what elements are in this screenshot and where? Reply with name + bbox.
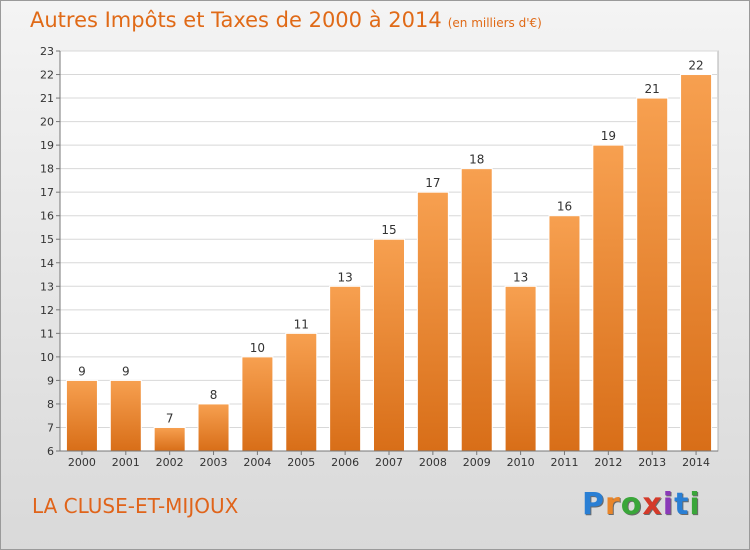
bar: [285, 332, 318, 452]
data-label: 13: [337, 270, 352, 284]
data-label: 17: [425, 176, 440, 190]
x-tick-label: 2006: [331, 456, 359, 469]
bar: [416, 191, 449, 452]
brand-letter: i: [662, 487, 675, 522]
data-label: 11: [294, 317, 309, 331]
y-tick-label: 16: [40, 210, 54, 223]
bar: [592, 144, 625, 452]
bar: [153, 426, 186, 452]
bar: [329, 285, 362, 452]
y-tick-label: 15: [40, 233, 54, 246]
x-tick-label: 2011: [550, 456, 578, 469]
brand-letter: r: [605, 487, 621, 522]
y-tick-label: 9: [47, 374, 54, 387]
data-label: 10: [250, 341, 265, 355]
x-tick-label: 2001: [112, 456, 140, 469]
x-tick-label: 2012: [594, 456, 622, 469]
x-tick-label: 2013: [638, 456, 666, 469]
brand-letter: o: [620, 487, 643, 522]
bar: [636, 97, 669, 452]
chart-subtitle: (en milliers d'€): [447, 16, 542, 30]
bar: [460, 168, 493, 452]
y-tick-label: 22: [40, 69, 54, 82]
y-tick-label: 10: [40, 351, 54, 364]
x-tick-label: 2007: [375, 456, 403, 469]
y-tick-label: 13: [40, 280, 54, 293]
chart-title: Autres Impôts et Taxes de 2000 à 2014: [30, 8, 442, 32]
y-tick-label: 7: [47, 421, 54, 434]
x-tick-label: 2003: [200, 456, 228, 469]
x-tick-label: 2014: [682, 456, 710, 469]
bar: [241, 356, 274, 452]
y-tick-label: 20: [40, 116, 54, 129]
data-label: 19: [601, 129, 616, 143]
y-tick-label: 18: [40, 163, 54, 176]
data-label: 21: [645, 82, 660, 96]
x-tick-label: 2000: [68, 456, 96, 469]
data-label: 8: [210, 388, 218, 402]
data-label: 18: [469, 153, 484, 167]
data-label: 15: [381, 223, 396, 237]
bar: [197, 403, 230, 452]
y-tick-label: 8: [47, 398, 54, 411]
y-tick-label: 23: [40, 45, 54, 58]
y-tick-label: 14: [40, 257, 54, 270]
brand-letter: i: [689, 487, 701, 522]
x-tick-label: 2004: [243, 456, 271, 469]
place-name: LA CLUSE-ET-MIJOUX: [32, 494, 239, 518]
chart-header: Autres Impôts et Taxes de 2000 à 2014 (en…: [30, 8, 542, 32]
data-label: 16: [557, 200, 572, 214]
y-tick-label: 12: [40, 304, 54, 317]
x-tick-label: 2010: [507, 456, 535, 469]
bar: [373, 238, 405, 452]
data-label: 7: [166, 411, 174, 425]
brand-logo: Proxiti: [582, 487, 701, 522]
y-tick-label: 11: [40, 327, 54, 340]
y-tick-label: 21: [40, 92, 54, 105]
y-tick-label: 17: [40, 186, 54, 199]
bar: [65, 379, 98, 452]
bar: [548, 215, 581, 452]
data-label: 9: [78, 364, 86, 378]
x-tick-label: 2005: [287, 456, 315, 469]
data-label: 9: [122, 364, 130, 378]
y-tick-label: 19: [40, 139, 54, 152]
bar: [109, 379, 142, 452]
brand-letter: P: [582, 487, 605, 522]
brand-letter: x: [642, 487, 663, 522]
bar: [680, 74, 713, 452]
data-label: 13: [513, 270, 528, 284]
brand-letter: t: [674, 487, 690, 522]
bar: [504, 285, 537, 452]
x-tick-label: 2009: [463, 456, 491, 469]
x-tick-label: 2002: [156, 456, 184, 469]
y-tick-label: 6: [47, 445, 54, 458]
x-tick-label: 2008: [419, 456, 447, 469]
data-label: 22: [688, 59, 703, 73]
